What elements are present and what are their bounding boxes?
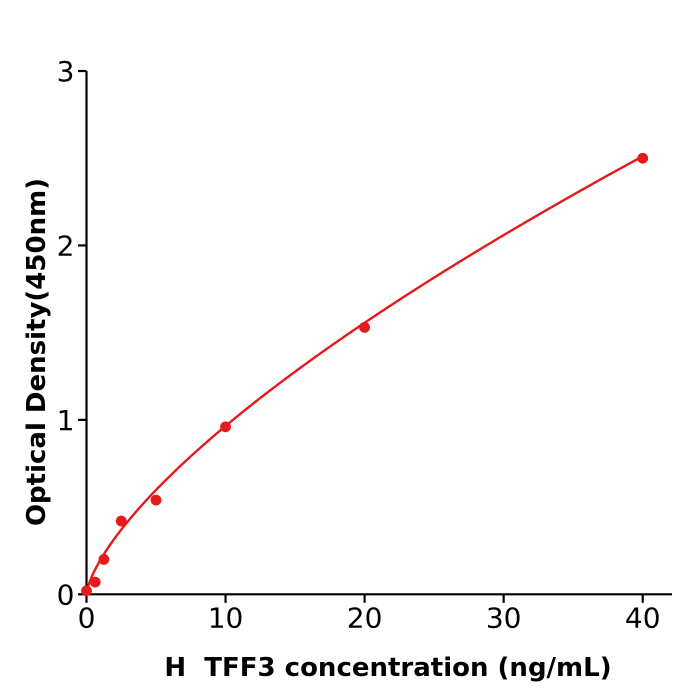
data-point (220, 421, 231, 433)
fit-curve (85, 155, 644, 596)
x-tick-label: 20 (347, 601, 383, 634)
data-points (81, 152, 649, 597)
data-point (359, 322, 370, 333)
x-tick-label: 10 (208, 601, 244, 634)
data-point (150, 494, 162, 506)
standard-curve-line (85, 155, 644, 596)
data-point (81, 585, 92, 597)
y-tick-label: 3 (57, 55, 75, 88)
tick-labels: 0 10 20 30 40 0 1 2 3 (57, 55, 661, 634)
data-point (115, 515, 127, 527)
y-tick-label: 2 (57, 229, 75, 262)
x-tick-label: 40 (625, 601, 661, 634)
y-tick-label: 1 (57, 404, 75, 437)
x-tick-label: 30 (486, 601, 522, 634)
x-axis-title: H TFF3 concentration (ng/mL) (164, 653, 612, 683)
y-axis-title: Optical Density(450nm) (22, 177, 52, 527)
data-point (637, 152, 649, 164)
axes (78, 69, 672, 603)
x-tick-label: 0 (78, 601, 96, 634)
y-tick-label: 0 (57, 578, 75, 611)
data-point (89, 576, 101, 588)
data-point (98, 554, 110, 565)
